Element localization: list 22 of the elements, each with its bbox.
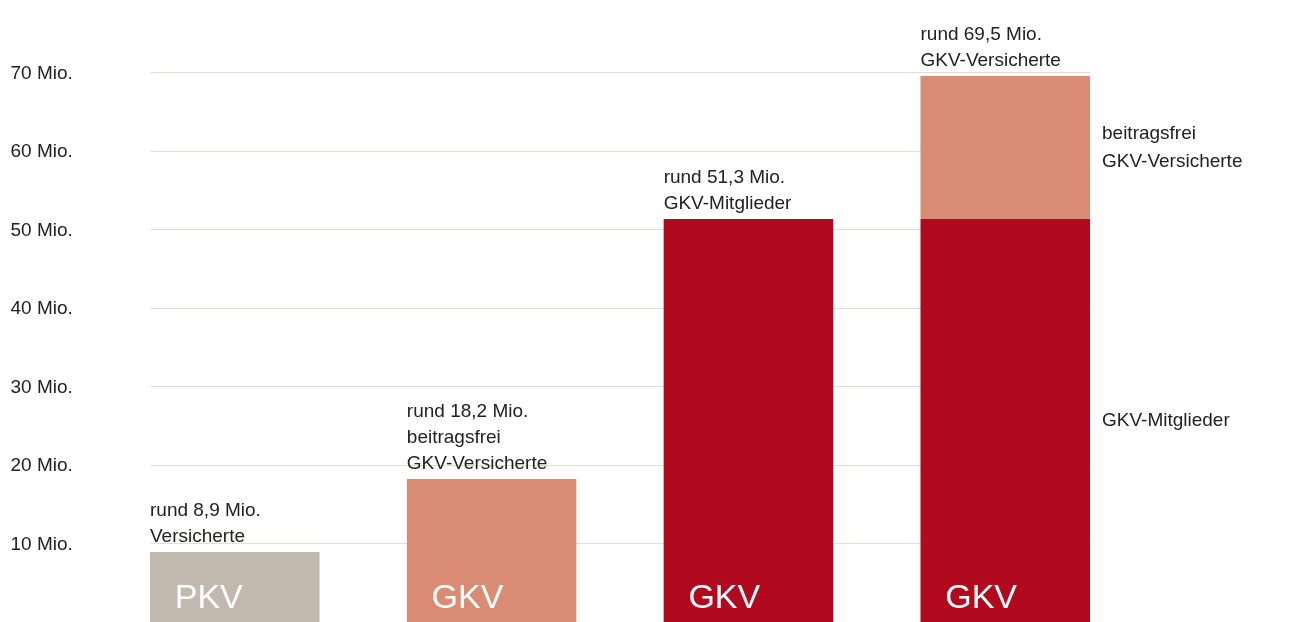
y-tick-label: 20 Mio. [10,454,73,476]
y-tick-label: 50 Mio. [10,218,73,240]
y-tick-label: 10 Mio. [10,532,73,554]
series-label: beitragsfrei GKV-Versicherte [1102,122,1243,172]
y-tick-label: 40 Mio. [10,297,73,319]
x-tick-label: GKV [688,576,761,615]
x-tick-label: PKV [174,576,244,615]
total-label: rund 8,9 Mio. Versicherte [150,499,261,547]
y-tick-label: 70 Mio. [10,61,73,83]
total-label: rund 18,2 Mio. beitragsfrei GKV-Versicherte [406,400,548,473]
y-tick-label: 30 Mio. [10,375,73,397]
bar [920,218,1090,622]
x-tick-label: GKV [431,576,504,615]
series-label: GKV-Mitglieder [1102,409,1231,431]
total-label: rund 51,3 Mio. GKV-Mitglieder [663,165,793,213]
bar [406,479,577,622]
x-tick-label: GKV [945,576,1018,615]
bar [663,218,834,622]
total-label: rund 69,5 Mio. GKV-Versicherte [920,22,1061,70]
bar [920,75,1090,219]
y-tick-label: 60 Mio. [10,140,73,162]
bar [150,552,320,622]
